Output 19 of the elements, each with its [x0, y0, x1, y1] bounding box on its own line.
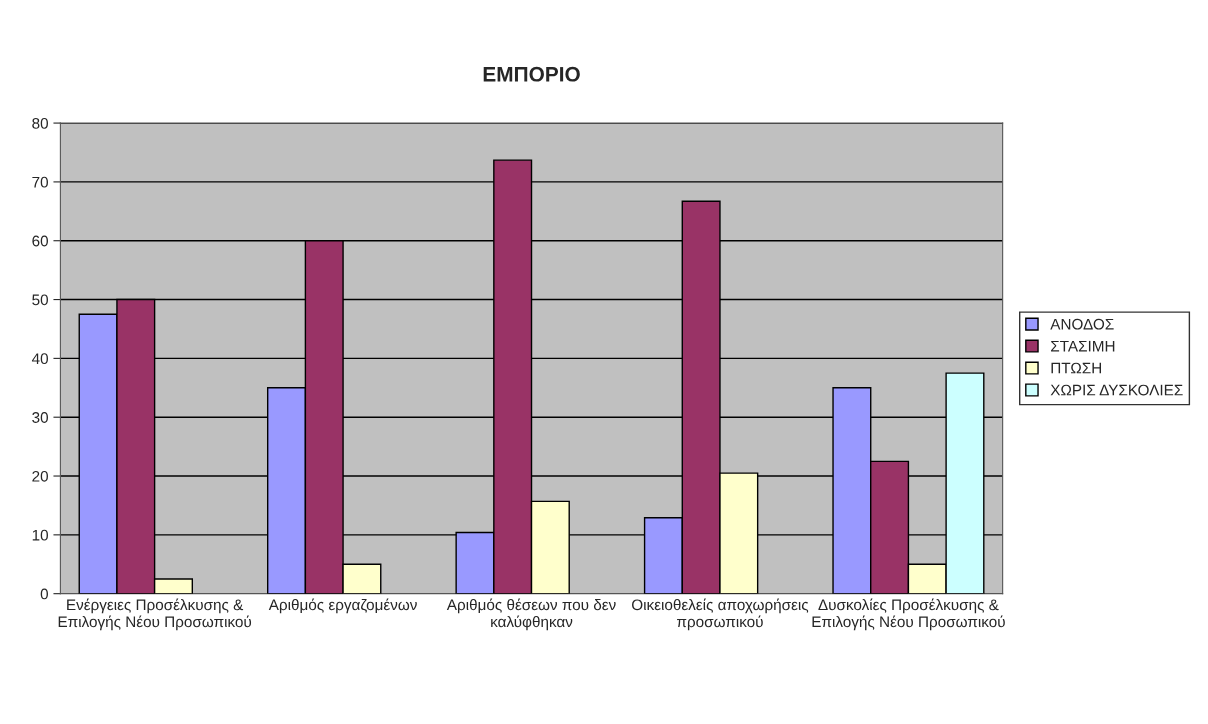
legend-label: ΑΝΟΔΟΣ — [1050, 318, 1114, 330]
y-tick-label: 30 — [32, 412, 48, 423]
legend-label: ΣΤΑΣΙΜΗ — [1051, 340, 1115, 352]
chart-title: ΕΜΠΟΡΙΟ — [483, 66, 580, 82]
legend-label: ΠΤΩΣΗ — [1051, 362, 1102, 374]
x-tick-label: Δυσκολίες Προσέλκυσης & Επιλογής Νέου Προσωπικού — [812, 598, 1005, 631]
x-tick-label: Αριθμός εργαζομένων — [268, 598, 417, 614]
x-tick-label: Ενέργειες Προσέλκυσης & Επιλογής Νέου Προσωπικού — [58, 598, 252, 631]
y-tick-label: 20 — [32, 470, 48, 482]
y-tick-label: 70 — [32, 176, 48, 188]
y-tick-label: 80 — [32, 117, 48, 129]
legend-label: ΧΩΡΙΣ ΔΥΣΚΟΛΙΕΣ — [1050, 384, 1183, 396]
y-tick-label: 0 — [40, 588, 48, 600]
y-tick-label: 10 — [32, 529, 48, 541]
x-tick-label: Αριθμός θέσεων που δεν καλύφθηκαν — [446, 598, 616, 631]
y-tick-label: 40 — [31, 353, 48, 365]
y-tick-label: 60 — [32, 235, 48, 247]
y-tick-label: 50 — [32, 294, 48, 306]
x-tick-label: Οικειοθελείς αποχωρήσεις προσωπικού — [632, 598, 809, 631]
